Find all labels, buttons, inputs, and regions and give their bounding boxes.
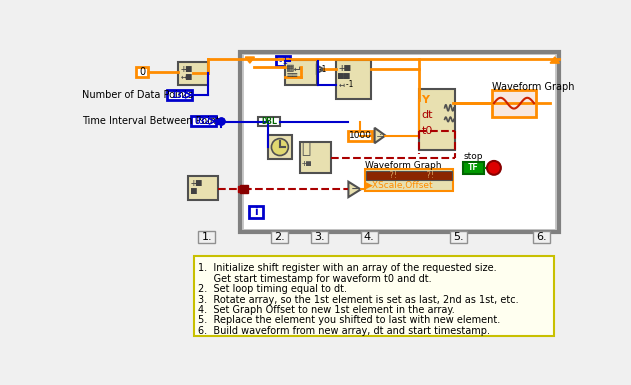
Bar — [312, 231, 328, 243]
Bar — [300, 142, 331, 173]
Text: t0: t0 — [422, 126, 433, 136]
Polygon shape — [245, 57, 254, 63]
Text: 4.: 4. — [364, 232, 375, 242]
Bar — [366, 171, 452, 180]
Text: 5.  Replace the element you shifted to last with new element.: 5. Replace the element you shifted to la… — [198, 315, 500, 325]
Text: 3.: 3. — [315, 232, 325, 242]
Bar — [239, 186, 244, 192]
Text: ▦↵: ▦↵ — [287, 63, 300, 73]
Text: +■: +■ — [338, 63, 351, 73]
Text: Waveform Graph: Waveform Graph — [365, 161, 442, 170]
Polygon shape — [317, 65, 324, 73]
Text: 6.  Build waveform from new array, dt and start timestamp.: 6. Build waveform from new array, dt and… — [198, 326, 490, 336]
Text: 1.: 1. — [201, 232, 212, 242]
Bar — [348, 131, 372, 141]
Text: ▶XScale,Offset: ▶XScale,Offset — [366, 181, 433, 190]
Bar — [198, 231, 215, 243]
Text: ■: ■ — [191, 186, 196, 196]
Text: +■: +■ — [302, 159, 312, 168]
Text: DBL: DBL — [261, 117, 277, 126]
Text: 1.  Initialize shift register with an array of the requested size.: 1. Initialize shift register with an arr… — [198, 263, 497, 273]
Bar — [533, 231, 550, 243]
Text: 3.  Rotate array, so the 1st element is set as last, 2nd as 1st, etc.: 3. Rotate array, so the 1st element is s… — [198, 295, 519, 305]
Text: Time Interval Between Points: Time Interval Between Points — [82, 116, 225, 126]
Text: Get start timestamp for waveform t0 and dt.: Get start timestamp for waveform t0 and … — [198, 274, 432, 284]
Bar — [271, 231, 288, 243]
Polygon shape — [348, 182, 361, 197]
Text: 1000: 1000 — [348, 131, 372, 141]
Text: 2.: 2. — [274, 232, 285, 242]
Text: ↤: ↤ — [338, 80, 345, 90]
Bar — [191, 116, 216, 126]
Text: TF: TF — [468, 163, 478, 172]
Text: ↤■: ↤■ — [180, 72, 192, 82]
Bar — [188, 176, 218, 200]
Text: U32: U32 — [195, 117, 211, 126]
Bar — [136, 67, 148, 77]
Bar — [419, 89, 456, 150]
Bar — [285, 60, 317, 85]
Bar — [240, 52, 560, 232]
Text: 6.: 6. — [536, 232, 547, 242]
Bar — [178, 62, 208, 85]
Text: -1: -1 — [345, 80, 354, 89]
Polygon shape — [375, 128, 386, 143]
Text: 2.  Set loop timing equal to dt.: 2. Set loop timing equal to dt. — [198, 284, 347, 294]
Text: 0: 0 — [139, 67, 145, 77]
Text: stop: stop — [463, 152, 483, 161]
Text: ■■: ■■ — [338, 71, 350, 81]
Bar — [216, 119, 221, 124]
Text: -1: -1 — [278, 57, 288, 66]
Text: 4.  Set Graph Offset to new 1st element in the array.: 4. Set Graph Offset to new 1st element i… — [198, 305, 455, 315]
Text: i: i — [254, 207, 258, 217]
Bar — [276, 56, 290, 66]
Polygon shape — [550, 57, 560, 63]
Text: -1: -1 — [317, 65, 327, 74]
Bar — [244, 55, 555, 229]
Circle shape — [271, 139, 288, 156]
Text: Number of Data Points: Number of Data Points — [82, 90, 193, 100]
Text: Waveform Graph: Waveform Graph — [492, 82, 574, 92]
Text: ?!: ?! — [389, 171, 398, 180]
Bar — [167, 90, 192, 100]
Text: ÷: ÷ — [376, 131, 386, 141]
Bar — [336, 60, 371, 99]
Text: −: − — [351, 183, 361, 196]
Text: ⏱: ⏱ — [302, 141, 310, 156]
Text: +■: +■ — [180, 64, 192, 74]
Bar — [258, 117, 280, 126]
Bar — [365, 169, 453, 191]
Bar — [249, 206, 263, 218]
Bar — [268, 135, 292, 159]
Bar — [361, 231, 378, 243]
Circle shape — [487, 161, 501, 175]
Bar — [450, 231, 467, 243]
Text: ≡≡: ≡≡ — [287, 70, 298, 80]
Text: I32: I32 — [171, 90, 187, 100]
Text: dt: dt — [422, 110, 433, 121]
Text: Y: Y — [422, 95, 430, 105]
Bar — [492, 90, 536, 117]
Text: 5.: 5. — [453, 232, 464, 242]
Bar — [463, 162, 484, 174]
Bar — [194, 256, 554, 336]
Text: ?!: ?! — [425, 171, 435, 180]
Text: +■: +■ — [191, 178, 203, 188]
